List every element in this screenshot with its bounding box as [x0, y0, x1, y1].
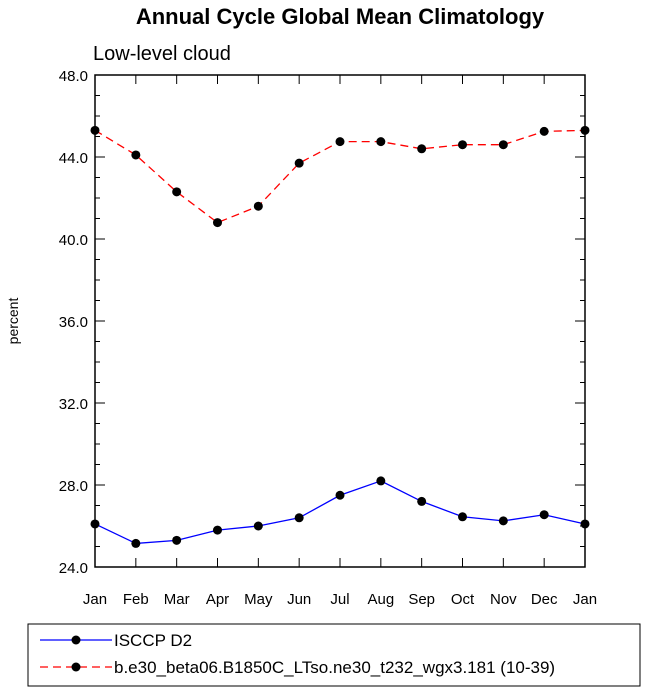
series-1-point: [458, 512, 467, 522]
legend: ISCCP D2 b.e30_beta06.B1850C_LTso.ne30_t2…: [40, 631, 555, 677]
series-2-point: [90, 125, 100, 135]
x-tick-label: Jul: [330, 591, 349, 608]
x-tick-label: Jan: [573, 591, 597, 608]
chart-subtitle: Low-level cloud: [93, 43, 231, 65]
y-tick-label: 24.0: [59, 560, 88, 577]
series-2-point: [580, 125, 590, 135]
series-line-1: [94, 480, 586, 545]
legend-marker-2: [71, 662, 81, 672]
x-tick-label: Jan: [83, 591, 107, 608]
series-2-point: [131, 150, 141, 160]
y-tick-label: 36.0: [59, 314, 88, 331]
series-1-point: [294, 513, 304, 523]
series-2-point: [417, 144, 427, 154]
series-1-point: [213, 525, 222, 535]
legend-label-1: ISCCP D2: [114, 631, 192, 650]
series-1-point: [376, 476, 386, 486]
series-1-point: [580, 519, 590, 529]
x-tick-label: Oct: [451, 591, 475, 608]
series-1-point: [417, 496, 427, 506]
x-tick-label: Apr: [206, 591, 229, 608]
axes: Jan Feb Mar Apr May Jun Jul Aug Sep Oct Nov Dec Jan 2…: [59, 68, 597, 608]
series-2-point: [498, 140, 508, 150]
legend-box: [27, 623, 641, 687]
y-tick-label: 40.0: [59, 232, 88, 249]
y-axis-label: percent: [5, 298, 21, 345]
legend-label-2: b.e30_beta06.B1850C_LTso.ne30_t232_wgx3.…: [114, 658, 555, 677]
x-tick-label: Nov: [490, 591, 517, 608]
series-2-point: [294, 158, 304, 168]
series-1-point: [131, 538, 141, 548]
y-tick-label: 44.0: [59, 150, 88, 167]
x-tick-label: Mar: [164, 591, 190, 608]
series-1-point: [172, 535, 182, 545]
x-tick-label: Dec: [531, 591, 558, 608]
series-2-point: [213, 218, 222, 228]
y-tick-label: 28.0: [59, 478, 88, 495]
series-1-point: [90, 519, 100, 529]
series-1-point: [498, 516, 508, 526]
series-2-point: [539, 126, 549, 136]
x-tick-label: Sep: [408, 591, 435, 608]
series-2-point: [172, 187, 182, 197]
chart-title: Annual Cycle Global Mean Climatology: [136, 4, 545, 29]
series-2-point: [458, 140, 467, 150]
series-2-point: [253, 201, 263, 211]
series-2-point: [335, 137, 345, 147]
legend-marker-1: [71, 635, 81, 645]
series-1-point: [335, 490, 345, 500]
x-tick-label: May: [244, 591, 273, 608]
series-1-point: [539, 510, 549, 520]
series-1-point: [253, 521, 263, 531]
x-tick-label: Aug: [367, 591, 394, 608]
y-tick-label: 48.0: [59, 68, 88, 85]
series-2-point: [376, 137, 386, 147]
x-tick-label: Jun: [287, 591, 311, 608]
x-tick-label: Feb: [123, 591, 149, 608]
series-layer: [90, 125, 590, 548]
y-tick-label: 32.0: [59, 396, 88, 413]
